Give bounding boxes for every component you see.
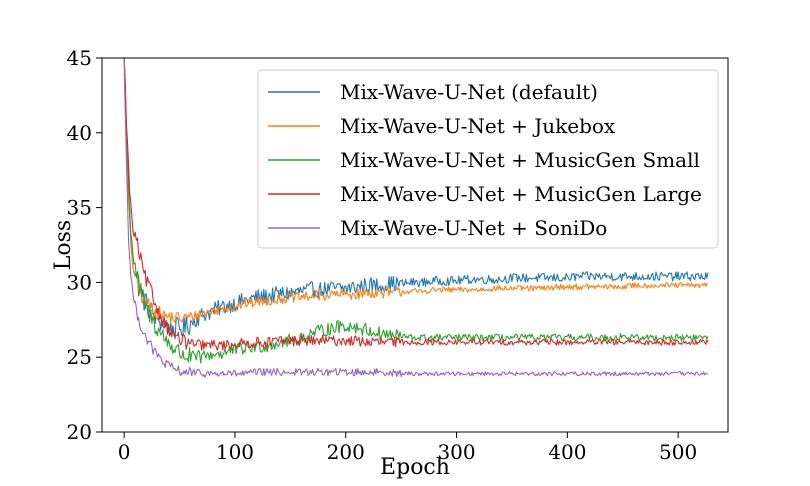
x-tick-label: 400: [548, 440, 586, 464]
legend: Mix-Wave-U-Net (default) Mix-Wave-U-Net +…: [257, 69, 719, 249]
series-line-3: [123, 58, 709, 364]
x-tick-label: 0: [118, 440, 131, 464]
y-axis-label: Loss: [51, 220, 76, 270]
y-axis-ticks: 20 25 30 35 40 45: [67, 46, 102, 444]
y-tick-label: 25: [67, 345, 92, 369]
x-tick-label: 300: [437, 440, 475, 464]
legend-box: [257, 69, 719, 249]
legend-label: Mix-Wave-U-Net + MusicGen Large: [340, 182, 702, 206]
series-line-4: [123, 58, 709, 351]
x-tick-label: 200: [327, 440, 365, 464]
x-axis-label: Epoch: [380, 455, 450, 480]
legend-label: Mix-Wave-U-Net + Jukebox: [340, 114, 616, 138]
y-tick-label: 30: [67, 270, 92, 294]
x-tick-label: 500: [659, 440, 697, 464]
legend-label: Mix-Wave-U-Net + SoniDo: [340, 216, 607, 240]
y-tick-label: 40: [67, 121, 92, 145]
y-tick-label: 20: [67, 420, 92, 444]
legend-label: Mix-Wave-U-Net + MusicGen Small: [340, 148, 700, 172]
plot-frame: [101, 57, 729, 433]
legend-label: Mix-Wave-U-Net (default): [340, 80, 598, 104]
series-line-5: [123, 58, 709, 378]
y-tick-label: 35: [67, 196, 92, 220]
x-axis-ticks: 0 100 200 300 400 500: [118, 432, 697, 464]
series-line-2: [123, 72, 709, 325]
series-line-1: [123, 58, 709, 340]
y-tick-label: 45: [67, 46, 92, 70]
x-tick-label: 100: [216, 440, 254, 464]
series-layer: [123, 58, 709, 378]
